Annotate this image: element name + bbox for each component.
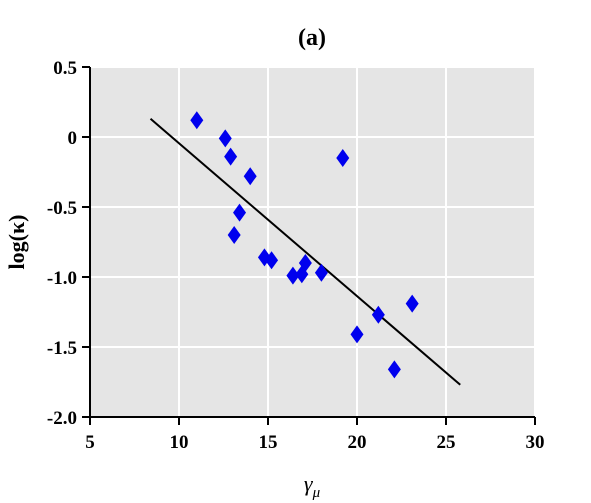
- x-tick-label-1: 10: [170, 432, 189, 453]
- grid-lines: [90, 66, 536, 417]
- fit-line: [149, 118, 461, 386]
- x-axis-title: γμ: [304, 471, 321, 501]
- chart-title: (a): [298, 25, 326, 51]
- x-tick-label-3: 20: [348, 432, 367, 453]
- fit-line-group: [149, 118, 461, 386]
- data-point-4: [233, 203, 247, 222]
- data-point-5: [227, 226, 241, 244]
- plot-background: [90, 67, 535, 417]
- data-point-3: [243, 167, 257, 186]
- tick-labels: 5 10 15 20 25 30 0.5 0 -0.5 -1.0 -1.5 -2.0: [47, 58, 545, 453]
- axes: [89, 67, 535, 418]
- data-point-10: [298, 254, 312, 272]
- y-tick-label-5: -2.0: [47, 408, 77, 429]
- data-point-15: [387, 360, 401, 379]
- data-point-13: [350, 325, 364, 344]
- y-tick-label-4: -1.5: [47, 338, 77, 359]
- data-point-14: [371, 305, 385, 324]
- x-axis-title-sub: μ: [312, 485, 321, 501]
- x-axis-title-main: γ: [304, 471, 314, 496]
- y-tick-label-3: -1.0: [47, 268, 77, 289]
- y-axis-title: log(κ): [4, 215, 29, 270]
- data-point-0: [190, 111, 204, 130]
- data-point-7: [265, 251, 279, 270]
- tick-marks: [82, 66, 536, 425]
- data-point-8: [286, 266, 300, 285]
- x-tick-label-4: 25: [437, 432, 456, 453]
- y-tick-label-2: -0.5: [47, 198, 77, 219]
- data-point-1: [218, 129, 232, 148]
- x-tick-label-0: 5: [85, 432, 95, 453]
- data-point-16: [405, 294, 419, 313]
- y-tick-label-0: 0.5: [53, 58, 77, 79]
- data-point-12: [336, 149, 350, 167]
- data-point-2: [224, 147, 238, 166]
- x-tick-label-5: 30: [526, 432, 545, 453]
- data-point-11: [314, 263, 328, 282]
- data-points: [190, 111, 419, 379]
- y-tick-label-1: 0: [68, 128, 78, 149]
- x-tick-label-2: 15: [259, 432, 278, 453]
